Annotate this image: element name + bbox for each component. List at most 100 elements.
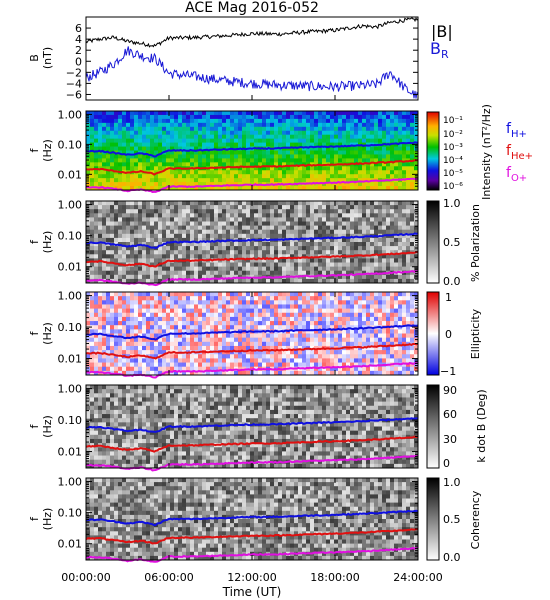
spectrogram-cell — [274, 370, 279, 376]
spectrogram-cell — [186, 308, 191, 314]
spectrogram-cell — [126, 237, 131, 243]
spectrogram-cell — [394, 217, 399, 222]
spectrogram-cell — [274, 122, 279, 128]
spectrogram-cell — [306, 333, 311, 339]
spectrogram-cell — [174, 217, 179, 222]
spectrogram-cell — [106, 304, 111, 309]
spectrogram-cell — [270, 111, 275, 116]
spectrogram-cell — [314, 341, 319, 347]
spectrogram-cell — [294, 321, 299, 326]
spectrogram-cell — [290, 217, 295, 222]
spectrogram-cell — [178, 178, 183, 183]
spectrogram-cell — [146, 154, 151, 159]
spectrogram-cell — [282, 118, 287, 124]
spectrogram-cell — [374, 225, 379, 231]
spectrogram-cell — [214, 308, 219, 314]
spectrogram-cell — [198, 296, 203, 301]
spectrogram-cell — [382, 266, 387, 272]
spectrogram-cell — [178, 154, 183, 159]
spectrogram-cell — [338, 237, 343, 243]
spectrogram-cell — [218, 162, 223, 167]
spectrogram-cell — [358, 158, 363, 163]
spectrogram-cell — [362, 138, 367, 143]
spectrogram-cell — [138, 337, 143, 343]
spectrogram-cell — [366, 178, 371, 183]
spectrogram-cell — [158, 201, 163, 206]
spectrogram-cell — [142, 292, 147, 297]
spectrogram-cell — [274, 126, 279, 132]
spectrogram-cell — [354, 354, 359, 359]
spectrogram-cell — [158, 278, 163, 284]
spectrogram-cell — [106, 292, 111, 297]
spectrogram-cell — [198, 254, 203, 259]
spectrogram-cell — [146, 209, 151, 214]
spectrogram-cell — [390, 246, 395, 251]
spectrogram-cell — [206, 325, 211, 330]
spectrogram-cell — [266, 242, 271, 247]
spectrogram-cell — [134, 221, 139, 226]
spectrogram-cell — [370, 150, 375, 155]
spectrogram-cell — [110, 126, 115, 132]
spectrogram-cell — [110, 209, 115, 214]
spectrogram-cell — [370, 337, 375, 343]
spectrogram-cell — [370, 221, 375, 226]
spectrogram-cell — [90, 150, 95, 155]
spectrogram-cell — [206, 274, 211, 280]
spectrogram-cell — [122, 296, 127, 301]
spectrogram-cell — [346, 150, 351, 155]
spectrogram-cell — [318, 362, 323, 368]
spectrogram-cell — [170, 126, 175, 132]
spectrogram-cell — [198, 111, 203, 116]
spectrogram-cell — [222, 325, 227, 330]
spectrogram-cell — [234, 258, 239, 263]
spectrogram-cell — [410, 130, 415, 136]
spectrogram-cell — [378, 201, 383, 206]
spectrogram-cell — [282, 362, 287, 368]
spectrogram-cell — [314, 158, 319, 163]
spectrogram-cell — [270, 300, 275, 305]
spectrogram-cell — [394, 250, 399, 255]
spectrogram-cell — [390, 274, 395, 280]
spectrogram-cell — [222, 122, 227, 128]
spectrogram-cell — [306, 209, 311, 214]
spectrogram-cell — [314, 122, 319, 128]
spectrogram-cell — [266, 337, 271, 343]
spectrogram-cell — [178, 138, 183, 143]
spectrogram-cell — [126, 154, 131, 159]
spectrogram-cell — [338, 304, 343, 309]
spectrogram-cell — [306, 225, 311, 231]
spectrogram-cell — [94, 170, 99, 175]
spectrogram-cell — [270, 134, 275, 140]
spectrogram-cell — [154, 366, 159, 372]
spectrogram-cell — [358, 146, 363, 151]
spectrogram-cell — [326, 246, 331, 251]
spectrogram-cell — [406, 217, 411, 222]
spectrogram-cell — [198, 337, 203, 343]
spectrogram-cell — [246, 130, 251, 136]
spectrogram-cell — [318, 205, 323, 210]
spectrogram-cell — [298, 292, 303, 297]
spectrogram-cell — [134, 213, 139, 218]
spectrogram-cell — [274, 262, 279, 267]
spectrogram-cell — [250, 138, 255, 143]
spectrogram-cell — [238, 266, 243, 272]
spectrogram-cell — [362, 213, 367, 218]
spectrogram-cell — [158, 166, 163, 171]
spectrogram-cell — [354, 370, 359, 376]
spectrogram-cell — [326, 130, 331, 136]
spectrogram-cell — [366, 166, 371, 171]
spectrogram-cell — [282, 146, 287, 151]
spectrogram-cell — [222, 138, 227, 143]
spectrogram-cell — [246, 266, 251, 272]
spectrogram-cell — [330, 201, 335, 206]
spectrogram-cell — [254, 158, 259, 163]
spectrogram-cell — [130, 126, 135, 132]
spectrogram-cell — [238, 170, 243, 175]
spectrogram-cell — [122, 138, 127, 143]
spectrogram-cell — [94, 333, 99, 339]
spectrogram-cell — [202, 370, 207, 376]
spectrogram-cell — [402, 182, 407, 187]
spectrogram-cell — [210, 229, 215, 235]
spectrogram-cell — [358, 233, 363, 239]
spectrogram-cell — [150, 209, 155, 214]
